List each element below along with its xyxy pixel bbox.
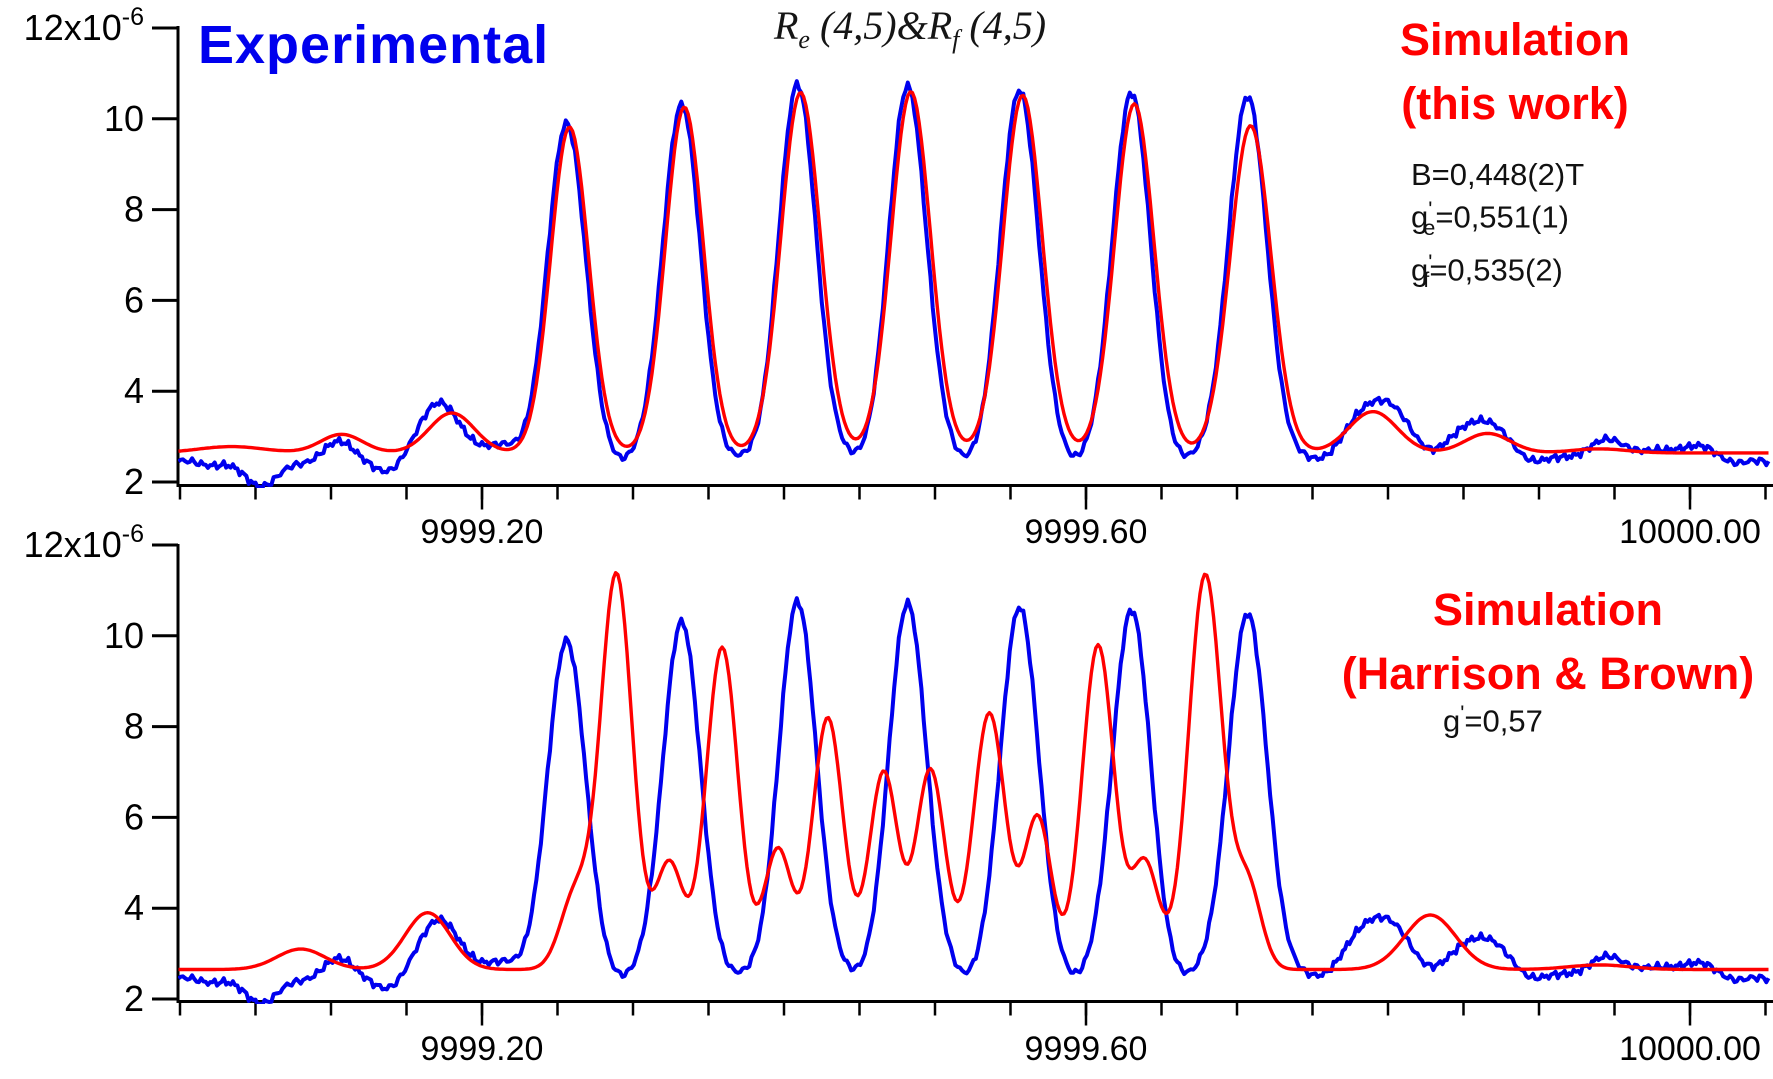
experimental-series-label: Experimental [198, 14, 549, 76]
x-tick-label: 9999.60 [1025, 1030, 1148, 1068]
simulation_harrison_brown-curve [178, 571, 1769, 972]
y-tick-label: 8 [124, 189, 144, 230]
simulation-harrison-brown-label: Simulation (Harrison & Brown) [1341, 584, 1755, 699]
y-tick-label: 8 [124, 706, 144, 747]
param-g-harrison: g'=0,57 [1443, 700, 1543, 739]
y-tick-label: 4 [124, 370, 144, 411]
experimental-curve [178, 79, 1771, 488]
y-tick-label: 2 [124, 978, 144, 1019]
plot-title: Re (4,5)&Rf (4,5) [773, 3, 1047, 54]
experimental-text: Experimental [198, 15, 550, 75]
y-tick-label: 12x10-6 [24, 3, 144, 48]
param-ge: g'e=0,551(1) [1411, 196, 1569, 240]
y-tick-label: 12x10-6 [24, 520, 144, 565]
top-panel: 12x10-6 10 8 6 4 2 9999.20 9999.60 10000.00 [24, 3, 1773, 551]
x-tick-label: 10000.00 [1619, 1030, 1761, 1068]
y-tick-label: 4 [124, 887, 144, 928]
param-gf: g'f=0,535(2) [1411, 248, 1563, 293]
y-tick-label: 6 [124, 796, 144, 837]
y-tick-label: 6 [124, 279, 144, 320]
simulation-this-work-label: Simulation (this work) [1399, 14, 1630, 129]
x-tick-label: 9999.20 [421, 1030, 544, 1068]
y-tick-label: 10 [104, 98, 144, 139]
x-tick-label: 9999.60 [1025, 513, 1148, 551]
x-tick-label: 10000.00 [1619, 513, 1761, 551]
fit-parameters: B=0,448(2)T g'e=0,551(1) g'f=0,535(2) [1411, 158, 1584, 297]
y-tick-label: 2 [124, 461, 144, 502]
y-tick-label: 10 [104, 615, 144, 656]
simulation_this_work-curve [178, 90, 1769, 455]
param-b: B=0,448(2)T [1411, 157, 1585, 192]
x-tick-label: 9999.20 [421, 513, 544, 551]
experimental-curve [178, 596, 1771, 1004]
bottom-panel: 12x10-6 10 8 6 4 2 9999.20 9999.60 10000.00 [24, 520, 1773, 1068]
